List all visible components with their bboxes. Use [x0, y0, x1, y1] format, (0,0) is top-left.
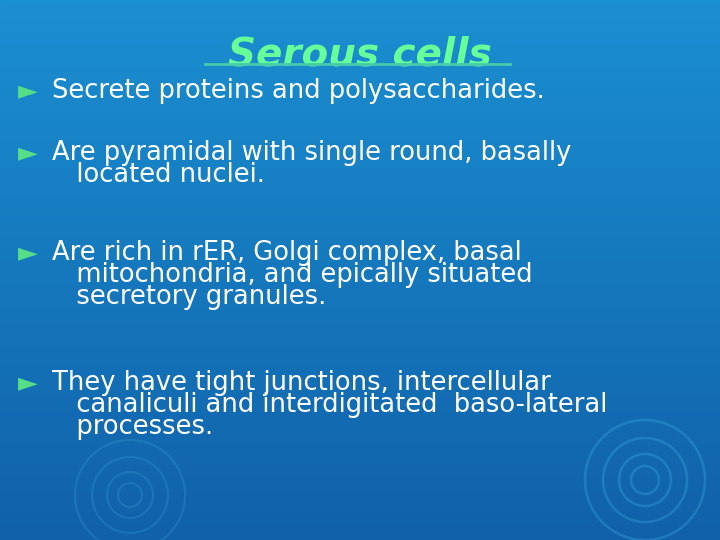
Bar — [0, 324, 720, 330]
Bar — [0, 372, 720, 378]
Bar — [0, 47, 720, 54]
Bar — [0, 263, 720, 270]
Bar — [0, 68, 720, 74]
Bar — [0, 338, 720, 345]
Text: ►: ► — [18, 140, 37, 166]
Bar — [0, 243, 720, 249]
Bar — [0, 297, 720, 303]
Bar — [0, 384, 720, 391]
Bar — [0, 465, 720, 472]
Bar — [0, 128, 720, 135]
Bar — [0, 148, 720, 156]
Text: Are rich in rER, Golgi complex, basal: Are rich in rER, Golgi complex, basal — [52, 240, 522, 266]
Text: processes.: processes. — [52, 414, 213, 440]
Text: canaliculi and interdigitated  baso-lateral: canaliculi and interdigitated baso-later… — [52, 392, 608, 418]
Text: ►: ► — [18, 78, 37, 104]
Bar — [0, 195, 720, 202]
Bar — [0, 513, 720, 519]
Bar — [0, 345, 720, 351]
Bar — [0, 74, 720, 81]
Bar — [0, 94, 720, 102]
Bar — [0, 40, 720, 47]
Bar — [0, 60, 720, 68]
Bar — [0, 519, 720, 526]
Text: They have tight junctions, intercellular: They have tight junctions, intercellular — [52, 370, 551, 396]
Bar — [0, 426, 720, 432]
Bar — [0, 135, 720, 141]
Bar — [0, 20, 720, 27]
Text: ►: ► — [18, 240, 37, 266]
Bar — [0, 0, 720, 6]
Bar — [0, 534, 720, 540]
Bar — [0, 87, 720, 94]
Bar — [0, 230, 720, 237]
Bar — [0, 526, 720, 534]
Bar — [0, 14, 720, 20]
Bar — [0, 432, 720, 438]
Bar — [0, 108, 720, 115]
Text: mitochondria, and epically situated: mitochondria, and epically situated — [52, 262, 533, 288]
Bar — [0, 392, 720, 399]
Bar — [0, 507, 720, 513]
Bar — [0, 156, 720, 162]
Bar — [0, 351, 720, 357]
Bar — [0, 472, 720, 480]
Text: located nuclei.: located nuclei. — [52, 162, 265, 188]
Bar — [0, 492, 720, 500]
Bar — [0, 438, 720, 445]
Bar — [0, 249, 720, 256]
Bar — [0, 81, 720, 87]
Bar — [0, 276, 720, 284]
Text: Serous cells: Serous cells — [228, 35, 492, 73]
Bar — [0, 216, 720, 222]
Bar — [0, 202, 720, 209]
Bar — [0, 256, 720, 263]
Bar — [0, 486, 720, 492]
Bar — [0, 209, 720, 216]
Bar — [0, 54, 720, 60]
Bar — [0, 317, 720, 324]
Bar — [0, 399, 720, 405]
Text: Are pyramidal with single round, basally: Are pyramidal with single round, basally — [52, 140, 572, 166]
Bar — [0, 33, 720, 40]
Text: Secrete proteins and polysaccharides.: Secrete proteins and polysaccharides. — [52, 78, 545, 104]
Bar — [0, 27, 720, 33]
Bar — [0, 115, 720, 122]
Bar — [0, 378, 720, 384]
Bar — [0, 303, 720, 310]
Bar — [0, 176, 720, 183]
Bar — [0, 500, 720, 507]
Text: secretory granules.: secretory granules. — [52, 284, 326, 310]
Bar — [0, 284, 720, 291]
Bar — [0, 480, 720, 486]
Bar — [0, 6, 720, 14]
Bar — [0, 222, 720, 230]
Bar — [0, 357, 720, 364]
Bar — [0, 102, 720, 108]
Bar — [0, 122, 720, 128]
Bar — [0, 168, 720, 176]
Bar — [0, 237, 720, 243]
Bar — [0, 310, 720, 317]
Bar — [0, 405, 720, 411]
Bar — [0, 364, 720, 372]
Bar — [0, 183, 720, 189]
Bar — [0, 418, 720, 426]
Text: ►: ► — [18, 370, 37, 396]
Bar — [0, 162, 720, 168]
Bar — [0, 291, 720, 297]
Bar — [0, 453, 720, 459]
Bar — [0, 189, 720, 195]
Bar — [0, 459, 720, 465]
Bar — [0, 446, 720, 453]
Bar — [0, 141, 720, 149]
Bar — [0, 270, 720, 276]
Bar — [0, 411, 720, 418]
Bar — [0, 330, 720, 338]
